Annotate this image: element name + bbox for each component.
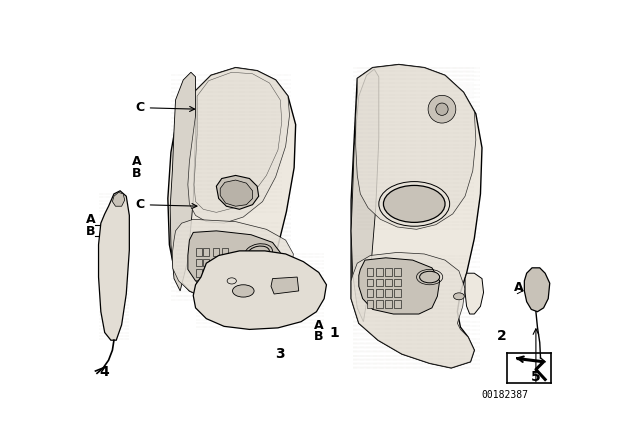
- Polygon shape: [99, 191, 129, 340]
- Polygon shape: [367, 268, 373, 276]
- Polygon shape: [221, 269, 228, 277]
- Polygon shape: [113, 192, 125, 206]
- Text: A: A: [314, 319, 324, 332]
- Circle shape: [436, 103, 448, 116]
- Polygon shape: [188, 231, 280, 291]
- Polygon shape: [196, 280, 202, 288]
- Polygon shape: [376, 268, 383, 276]
- Polygon shape: [212, 258, 219, 266]
- Polygon shape: [376, 300, 383, 308]
- Text: C: C: [136, 101, 195, 114]
- Text: C: C: [136, 198, 197, 211]
- Text: 4: 4: [100, 365, 109, 379]
- Polygon shape: [188, 68, 289, 223]
- Polygon shape: [204, 280, 209, 288]
- Text: A: A: [132, 155, 141, 168]
- Text: A: A: [86, 213, 95, 226]
- Polygon shape: [172, 220, 293, 299]
- Polygon shape: [194, 72, 282, 212]
- Polygon shape: [204, 248, 209, 255]
- Polygon shape: [376, 279, 383, 286]
- Circle shape: [428, 95, 456, 123]
- Text: B: B: [86, 225, 95, 238]
- Polygon shape: [196, 269, 202, 277]
- Ellipse shape: [248, 246, 269, 259]
- Polygon shape: [367, 300, 373, 308]
- Polygon shape: [367, 279, 373, 286]
- Polygon shape: [212, 280, 219, 288]
- Polygon shape: [465, 273, 484, 314]
- Polygon shape: [367, 289, 373, 297]
- Polygon shape: [394, 300, 401, 308]
- Text: B: B: [132, 167, 141, 180]
- Polygon shape: [168, 68, 296, 299]
- Polygon shape: [221, 248, 228, 255]
- Polygon shape: [394, 289, 401, 297]
- Polygon shape: [212, 248, 219, 255]
- Polygon shape: [271, 277, 299, 294]
- Polygon shape: [351, 252, 474, 368]
- Polygon shape: [221, 258, 228, 266]
- Polygon shape: [351, 69, 379, 322]
- Text: B: B: [314, 330, 324, 343]
- Polygon shape: [385, 289, 392, 297]
- Polygon shape: [220, 180, 253, 206]
- Polygon shape: [204, 269, 209, 277]
- Ellipse shape: [420, 271, 440, 283]
- Polygon shape: [204, 258, 209, 266]
- Polygon shape: [196, 258, 202, 266]
- Polygon shape: [216, 176, 259, 209]
- Polygon shape: [351, 65, 482, 368]
- Text: 00182387: 00182387: [482, 390, 529, 400]
- Text: 5: 5: [531, 370, 541, 384]
- Text: A: A: [515, 281, 524, 294]
- Polygon shape: [385, 300, 392, 308]
- Polygon shape: [385, 268, 392, 276]
- Text: 3: 3: [275, 347, 285, 361]
- Text: 1: 1: [330, 326, 339, 340]
- Polygon shape: [356, 65, 476, 229]
- Ellipse shape: [232, 285, 254, 297]
- Polygon shape: [170, 72, 196, 291]
- Polygon shape: [385, 279, 392, 286]
- Polygon shape: [524, 268, 550, 312]
- Text: 2: 2: [497, 329, 506, 343]
- Polygon shape: [221, 280, 228, 288]
- Polygon shape: [394, 268, 401, 276]
- Polygon shape: [376, 289, 383, 297]
- Ellipse shape: [454, 293, 464, 300]
- Ellipse shape: [383, 185, 445, 222]
- Polygon shape: [196, 248, 202, 255]
- Polygon shape: [394, 279, 401, 286]
- Polygon shape: [359, 258, 440, 314]
- Polygon shape: [212, 269, 219, 277]
- Polygon shape: [193, 251, 326, 329]
